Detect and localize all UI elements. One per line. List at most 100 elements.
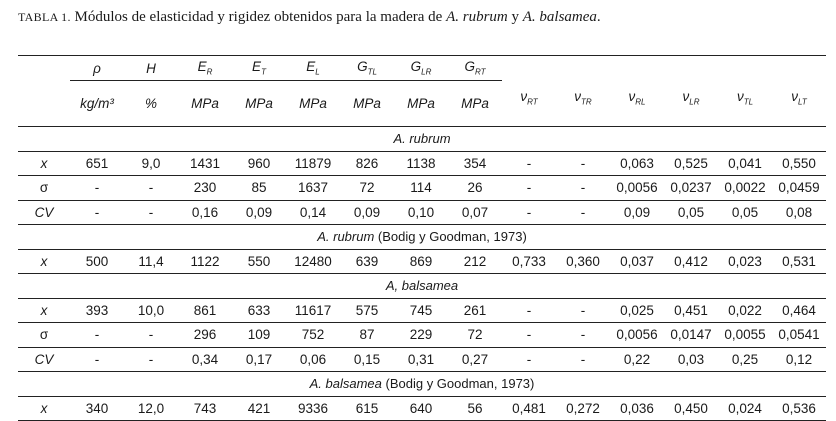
- cell: 1138: [394, 151, 448, 176]
- cell: 261: [448, 298, 502, 323]
- header-cell: ER: [178, 55, 232, 81]
- caption-text: A. rubrum: [446, 9, 508, 25]
- cell: -: [502, 298, 556, 323]
- subscript: L: [315, 67, 320, 77]
- cell: 0,536: [772, 396, 826, 421]
- caption-text: y: [507, 9, 523, 25]
- row-label: x: [18, 249, 70, 274]
- unit: MPa: [340, 80, 394, 127]
- cell: 0,037: [610, 249, 664, 274]
- header-row: ρ H ER ET EL GTL GLR GRT νRT νTR νRL νLR νTL νLT: [18, 55, 826, 127]
- cell: 0,0541: [772, 322, 826, 348]
- cell: 0,0147: [664, 322, 718, 348]
- cell: -: [556, 175, 610, 201]
- symbol: E: [306, 59, 316, 75]
- cell: 0,05: [664, 200, 718, 225]
- cell: -: [124, 200, 178, 225]
- cell: 0,022: [718, 298, 772, 323]
- cell: 0,16: [178, 200, 232, 225]
- cell: 1637: [286, 175, 340, 201]
- row-label: x: [18, 151, 70, 176]
- cell: -: [556, 347, 610, 372]
- cell: 0,0459: [772, 175, 826, 201]
- cell: 229: [394, 322, 448, 348]
- cell: 9,0: [124, 151, 178, 176]
- cell: 212: [448, 249, 502, 274]
- symbol: ν: [791, 89, 798, 105]
- symbol: G: [357, 59, 368, 75]
- subscript: RT: [527, 97, 538, 107]
- cell: 0,25: [718, 347, 772, 372]
- units-row: kg/m³% MPa MPa MPa MPa MPa MPa: [18, 80, 826, 127]
- cell: 9336: [286, 396, 340, 421]
- cell: 0,34: [178, 347, 232, 372]
- unit: kg/m³: [70, 80, 124, 127]
- group-row: A. balsamea (Bodig y Goodman, 1973): [18, 371, 826, 397]
- unit: MPa: [232, 80, 286, 127]
- cell: 0,024: [718, 396, 772, 421]
- data-row: x 651 9,0 1431 960 11879 826 1138 354- -0,063 0,52…: [18, 151, 826, 176]
- cell: 500: [70, 249, 124, 274]
- cell: -: [502, 175, 556, 201]
- row-label: x: [18, 396, 70, 421]
- cell: 72: [340, 175, 394, 201]
- cell: -: [556, 298, 610, 323]
- cell: 743: [178, 396, 232, 421]
- group-title: A. rubrum (Bodig y Goodman, 1973): [18, 224, 826, 250]
- cell: 0,412: [664, 249, 718, 274]
- header-cell: ρ: [70, 55, 124, 81]
- cell: -: [124, 175, 178, 201]
- symbol: ρ: [93, 60, 101, 76]
- group-source: (Bodig y Goodman, 1973): [381, 376, 535, 392]
- header-cell: νTR: [556, 55, 610, 127]
- subscript: LR: [421, 67, 432, 77]
- cell: 0,08: [772, 200, 826, 225]
- header-cell: νRL: [610, 55, 664, 127]
- symbol: E: [197, 59, 207, 75]
- cell: 640: [394, 396, 448, 421]
- cell: 0,025: [610, 298, 664, 323]
- cell: 826: [340, 151, 394, 176]
- cell: 56: [448, 396, 502, 421]
- cell: 633: [232, 298, 286, 323]
- cell: -: [502, 151, 556, 176]
- cell: -: [556, 322, 610, 348]
- caption-text: .: [596, 9, 601, 25]
- data-row: σ - -230 85 1637 72 114 26- -0,0056 0,0237 0,0022 0…: [18, 175, 826, 201]
- cell: 340: [70, 396, 124, 421]
- unit: MPa: [394, 80, 448, 127]
- data-row: CV - -0,16 0,09 0,14 0,09 0,10 0,07- -0,09 0,05 0,…: [18, 200, 826, 225]
- cell: 12,0: [124, 396, 178, 421]
- cell: 11,4: [124, 249, 178, 274]
- cell: 296: [178, 322, 232, 348]
- cell: -: [70, 347, 124, 372]
- symbol: ν: [574, 89, 582, 105]
- symbol: G: [410, 59, 422, 75]
- cell: 651: [70, 151, 124, 176]
- header-cell: νTL: [718, 55, 772, 127]
- group-name: A. balsamea: [309, 376, 382, 392]
- cell: 0,10: [394, 200, 448, 225]
- cell: 421: [232, 396, 286, 421]
- cell: 960: [232, 151, 286, 176]
- cell: 354: [448, 151, 502, 176]
- cell: 869: [394, 249, 448, 274]
- header-cell: H: [124, 55, 178, 81]
- cell: 393: [70, 298, 124, 323]
- cell: 0,14: [286, 200, 340, 225]
- cell: 0,450: [664, 396, 718, 421]
- row-label: CV: [18, 200, 70, 225]
- row-label: σ: [18, 322, 70, 348]
- symbol: E: [252, 59, 262, 75]
- cell: -: [124, 347, 178, 372]
- cell: 0,12: [772, 347, 826, 372]
- unit: MPa: [286, 80, 340, 127]
- row-label: CV: [18, 347, 70, 372]
- cell: 615: [340, 396, 394, 421]
- symbol: H: [146, 60, 156, 76]
- caption: TABLA 1. Módulos de elasticidad y rigide…: [18, 9, 601, 26]
- header-cell: GLR: [394, 55, 448, 81]
- cell: 861: [178, 298, 232, 323]
- cell: -: [502, 347, 556, 372]
- cell: 0,0055: [718, 322, 772, 348]
